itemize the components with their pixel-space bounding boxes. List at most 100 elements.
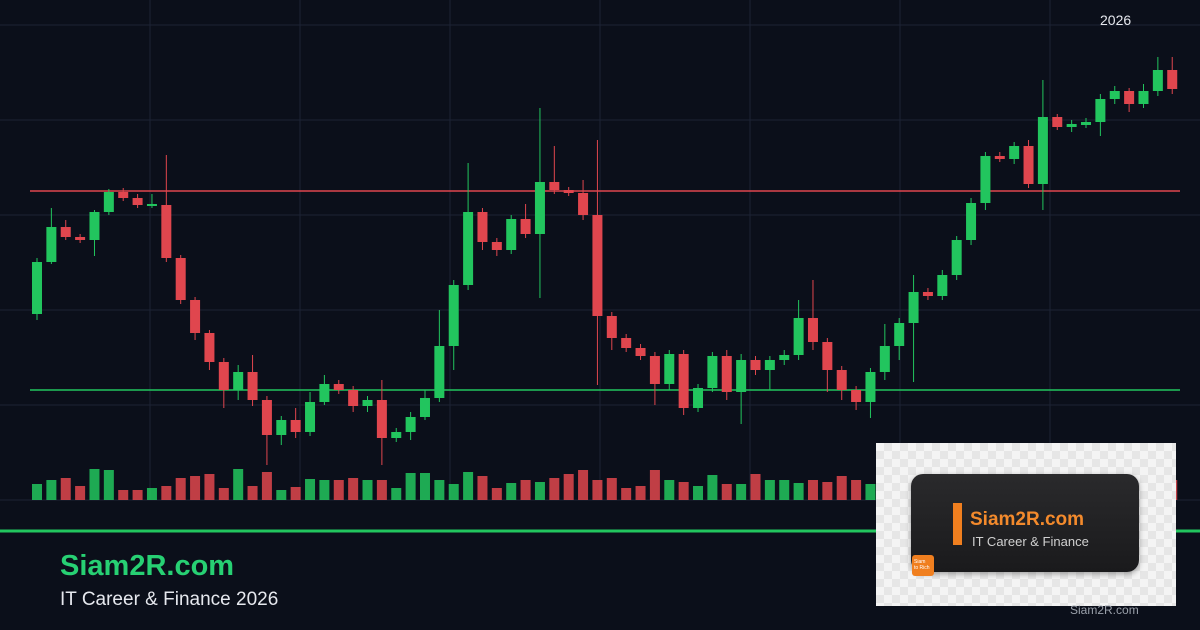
candle-body xyxy=(319,384,330,402)
candle-body xyxy=(448,285,459,346)
candle-body xyxy=(851,390,862,402)
candle-body xyxy=(376,400,387,438)
candle-body xyxy=(764,360,775,370)
candle-body xyxy=(750,360,761,370)
logo-bar xyxy=(953,503,962,545)
candle-body xyxy=(333,384,344,390)
volume-bar xyxy=(851,480,862,500)
candle-body xyxy=(721,356,732,392)
candle-body xyxy=(146,204,157,206)
candle-body xyxy=(1023,146,1034,184)
volume-bar xyxy=(175,478,186,500)
volume-bar xyxy=(247,486,258,500)
candle-body xyxy=(118,192,129,198)
candle-body xyxy=(966,203,977,240)
candle-body xyxy=(75,237,86,240)
candle-body xyxy=(951,240,962,275)
volume-bar xyxy=(693,486,704,500)
volume-bar xyxy=(46,480,57,500)
candle-body xyxy=(822,342,833,370)
logo-name: Siam2R.com xyxy=(970,509,1085,530)
candle-body xyxy=(419,398,430,417)
candle-body xyxy=(434,346,445,398)
volume-bar xyxy=(491,488,502,500)
brand-title: Siam2R.com xyxy=(60,550,235,582)
volume-bar xyxy=(578,470,589,500)
candle-body xyxy=(261,400,272,435)
volume-bar xyxy=(506,483,517,500)
candle-body xyxy=(621,338,632,348)
volume-bar xyxy=(649,470,660,500)
logo-icon: Siam to Rich xyxy=(912,555,934,576)
candle-body xyxy=(247,372,258,400)
candle-body xyxy=(908,292,919,323)
candle-body xyxy=(1081,122,1092,125)
candle-body xyxy=(103,192,114,212)
volume-bar xyxy=(103,470,114,500)
volume-bar xyxy=(32,484,42,500)
logo-image: Siam2R.com IT Career & Finance Siam to R… xyxy=(876,443,1176,617)
candle-body xyxy=(477,212,488,242)
candle-body xyxy=(305,402,316,432)
volume-bar xyxy=(146,488,157,500)
volume-bar xyxy=(434,480,445,500)
candle-body xyxy=(549,182,560,190)
candle-body xyxy=(132,198,143,205)
candle-body xyxy=(592,215,603,316)
candle-body xyxy=(635,348,646,356)
candle-body xyxy=(520,219,531,234)
volume-bar xyxy=(391,488,402,500)
candle-body xyxy=(980,156,991,203)
logo-card: Siam2R.com IT Career & Finance Siam to R… xyxy=(911,474,1139,576)
volume-bar xyxy=(822,482,833,500)
candle-body xyxy=(190,300,201,333)
candle-body xyxy=(218,362,229,390)
candle-body xyxy=(60,227,71,237)
candle-body xyxy=(807,318,818,342)
volume-bar xyxy=(764,480,775,500)
volume-bar xyxy=(592,480,603,500)
candle-body xyxy=(32,262,42,314)
volume-bar xyxy=(348,478,359,500)
candle-body xyxy=(994,156,1005,159)
volume-bar xyxy=(549,478,560,500)
candle-body xyxy=(405,417,416,432)
volume-bar xyxy=(664,480,675,500)
volume-bar xyxy=(836,476,847,500)
candle-body xyxy=(276,420,287,435)
candle-body xyxy=(204,333,215,362)
candle-body xyxy=(491,242,502,250)
candle-body xyxy=(1009,146,1020,159)
volume-bar xyxy=(534,482,545,500)
candle-body xyxy=(779,355,790,360)
volume-bar xyxy=(621,488,632,500)
volume-bar xyxy=(405,473,416,500)
volume-bar xyxy=(118,490,129,500)
candle-body xyxy=(1037,117,1048,184)
volume-bar xyxy=(736,484,747,500)
candle-body xyxy=(46,227,57,262)
volume-bar xyxy=(750,474,761,500)
volume-bar xyxy=(305,479,316,500)
candle-body xyxy=(922,292,933,296)
candle-body xyxy=(937,275,948,296)
candle-body xyxy=(563,190,574,193)
candle-body xyxy=(1095,99,1106,122)
volume-bar xyxy=(563,474,574,500)
volume-bar xyxy=(290,487,301,500)
volume-bar xyxy=(707,475,718,500)
candle-body xyxy=(793,318,804,355)
candle-body xyxy=(693,388,704,408)
volume-bar xyxy=(678,482,689,500)
candle-body xyxy=(463,212,474,285)
candle-body xyxy=(836,370,847,390)
candle-body xyxy=(865,372,876,402)
volume-bar xyxy=(75,486,86,500)
candle-body xyxy=(391,432,402,438)
volume-bar xyxy=(60,478,71,500)
candle-body xyxy=(348,390,359,406)
volume-bar xyxy=(89,469,100,500)
brand-subtitle: IT Career & Finance 2026 xyxy=(60,589,279,610)
volume-bar xyxy=(218,488,229,500)
